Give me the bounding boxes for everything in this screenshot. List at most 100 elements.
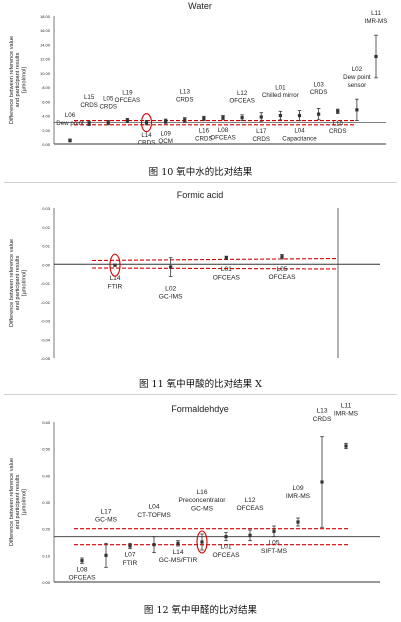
data-point: [317, 112, 321, 116]
chart-title: Formaldehdye: [171, 404, 229, 414]
data-point: [280, 255, 284, 259]
reference-band-lower: [91, 267, 339, 270]
data-point: [224, 535, 228, 539]
y-tick-label: 0.60: [42, 420, 51, 425]
point-label: L16 Preconcentrator GC-MS: [179, 489, 227, 512]
point-label: L17 GC-MS: [95, 508, 118, 523]
point-label: L01 OFCEAS: [212, 544, 240, 559]
point-label: L05 SIFT-MS: [261, 540, 288, 555]
y-axis-label: Difference between reference valueand pa…: [9, 239, 27, 327]
data-point: [296, 520, 300, 524]
y-tick-label: -0.02: [41, 300, 51, 305]
y-tick-label: 0.00: [42, 580, 51, 585]
y-axis-label: Difference between reference valueand pa…: [9, 458, 27, 546]
point-label: L09 QCM: [158, 130, 172, 145]
point-label: L12 OFCEAS: [229, 90, 254, 105]
y-tick-label: 10.00: [40, 71, 51, 76]
point-label: L05 CRDS: [99, 96, 117, 111]
separator: [4, 394, 397, 395]
data-point: [248, 533, 252, 537]
reference-band-upper: [91, 257, 339, 262]
y-tick-label: 0.10: [42, 553, 51, 558]
formaldehyde-chart-panel: Formaldehdye Difference between reference…: [0, 398, 401, 594]
y-tick-label: 4.00: [42, 114, 51, 119]
point-label: L15 CRDS: [80, 94, 98, 109]
highlight-circle: [196, 530, 208, 554]
y-tick-label: -0.01: [41, 281, 51, 286]
point-label: L12 OFCEAS: [236, 497, 264, 512]
data-point: [104, 553, 108, 557]
data-point: [144, 121, 149, 125]
caption-formic-acid: 图 11 氧中甲酸的比对结果 X: [139, 379, 262, 390]
y-tick-label: 12.00: [40, 57, 51, 62]
data-point: [125, 118, 129, 123]
point-label: L13 CRDS: [313, 408, 332, 423]
point-label: L17 CRDS: [252, 128, 270, 143]
data-point: [87, 121, 91, 125]
formic-acid-chart-panel: Formic acid Difference between reference …: [0, 186, 401, 372]
y-tick-label: 18.00: [40, 14, 51, 19]
data-point: [152, 543, 156, 547]
point-label: L06 Dew point: [56, 112, 84, 127]
data-point: [224, 256, 228, 260]
caption-formaldehyde: 图 12 氧中甲醛的比对结果: [143, 605, 258, 616]
point-label: L08 OFCEAS: [68, 566, 96, 581]
point-label: L01 OFCEAS: [213, 266, 241, 281]
data-point: [113, 263, 117, 267]
data-point: [297, 113, 302, 118]
point-label: L16 CRDS: [195, 128, 213, 143]
point-label: L08 OFCEAS: [210, 127, 235, 142]
y-tick-label: 2.00: [42, 128, 51, 133]
point-label: L01 Chilled mirror: [262, 84, 299, 99]
point-label: L04 Capacitance: [282, 128, 317, 143]
y-tick-label: -0.04: [41, 337, 51, 342]
y-tick-label: 14.00: [40, 42, 51, 47]
point-label: L02 Dew point sensor: [343, 66, 371, 89]
y-tick-label: -0.03: [41, 319, 51, 324]
data-point: [106, 121, 110, 125]
point-label: L14 FTIR: [108, 275, 123, 290]
point-label: L13 CRDS: [176, 89, 194, 104]
data-point: [344, 444, 348, 448]
data-point: [169, 265, 173, 269]
y-tick-label: 16.00: [40, 28, 51, 33]
y-tick-label: 0.01: [42, 244, 51, 249]
point-label: L11 IMR-MS: [365, 10, 388, 25]
chart-title: Water: [188, 1, 212, 11]
point-label: L04 CT-TOFMS: [137, 504, 171, 519]
data-point: [320, 480, 324, 484]
data-point: [128, 544, 132, 548]
data-point: [259, 115, 263, 119]
water-chart-panel: Water Difference between reference valuea…: [0, 0, 401, 158]
highlight-circle: [140, 113, 153, 133]
point-label: L14 GC-MS/FTIR: [159, 549, 198, 564]
formic-acid-chart: Formic acid Difference between reference …: [9, 190, 380, 361]
y-tick-label: 8.00: [42, 85, 51, 90]
data-point: [202, 116, 206, 120]
y-tick-label: 0.03: [42, 206, 51, 211]
data-point: [80, 559, 84, 563]
data-point: [278, 113, 282, 118]
y-tick-label: 0.50: [42, 447, 51, 452]
data-point: [221, 116, 225, 120]
y-tick-label: 0.40: [42, 473, 51, 478]
data-point: [240, 116, 244, 120]
chart-title: Formic acid: [177, 190, 224, 200]
point-label: L09 IMR-MS: [286, 485, 311, 500]
y-tick-label: 0.00: [42, 142, 51, 147]
highlight-circle: [109, 253, 121, 277]
y-tick-label: 0.02: [42, 225, 51, 230]
data-point: [68, 138, 72, 143]
y-tick-label: 6.00: [42, 99, 51, 104]
point-label: L03 CRDS: [310, 81, 328, 96]
data-point: [200, 540, 204, 544]
data-point: [355, 108, 359, 112]
water-chart: Water Difference between reference valuea…: [9, 1, 388, 147]
point-label: L11 IMR-MS: [334, 402, 359, 417]
separator: [4, 182, 397, 183]
formaldehyde-chart: Formaldehdye Difference between reference…: [9, 402, 380, 585]
y-axis-label: Difference between reference valueand pa…: [9, 36, 27, 124]
y-tick-label: 0.00: [42, 262, 51, 267]
data-point: [183, 118, 187, 122]
point-label: L14 CRDS: [138, 132, 156, 147]
